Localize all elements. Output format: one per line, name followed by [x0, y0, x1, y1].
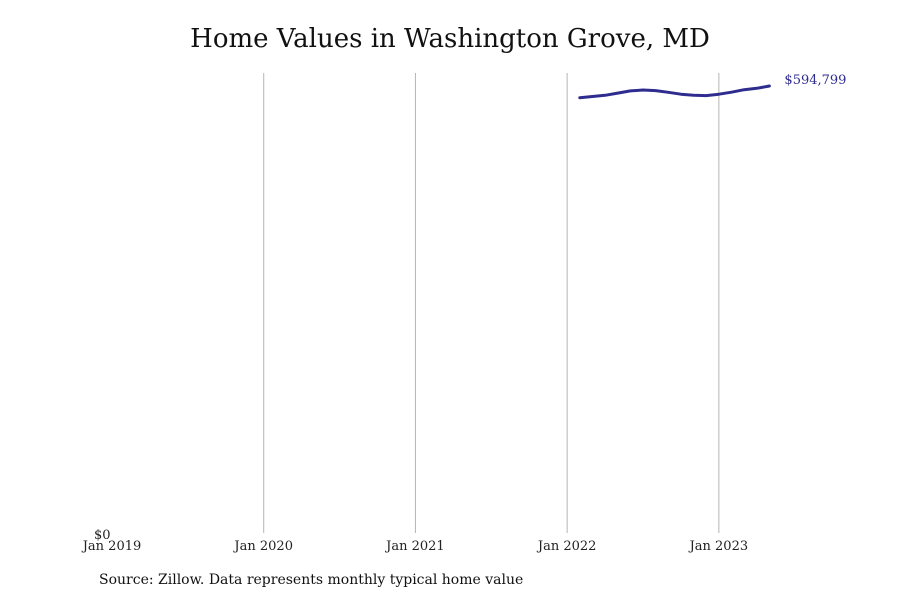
x-tick-label: Jan 2021 — [384, 539, 445, 554]
series-layer — [578, 84, 771, 100]
x-tick-label: Jan 2019 — [81, 539, 142, 554]
y-tick-label: $0 — [94, 528, 111, 543]
series-end-label: $594,799 — [784, 73, 846, 88]
grid-layer — [263, 73, 720, 533]
x-tick-label: Jan 2023 — [688, 539, 749, 554]
x-tick-label: Jan 2020 — [232, 539, 293, 554]
axis-layer: Jan 2019 Jan 2020 Jan 2021 Jan 2022 Jan 2023… — [81, 528, 748, 554]
x-tick-label: Jan 2022 — [536, 539, 597, 554]
series-line — [578, 84, 771, 100]
source-note: Source: Zillow. Data represents monthly … — [99, 572, 524, 588]
label-layer: $594,799 — [784, 73, 846, 88]
chart-title: Home Values in Washington Grove, MD — [190, 24, 710, 54]
